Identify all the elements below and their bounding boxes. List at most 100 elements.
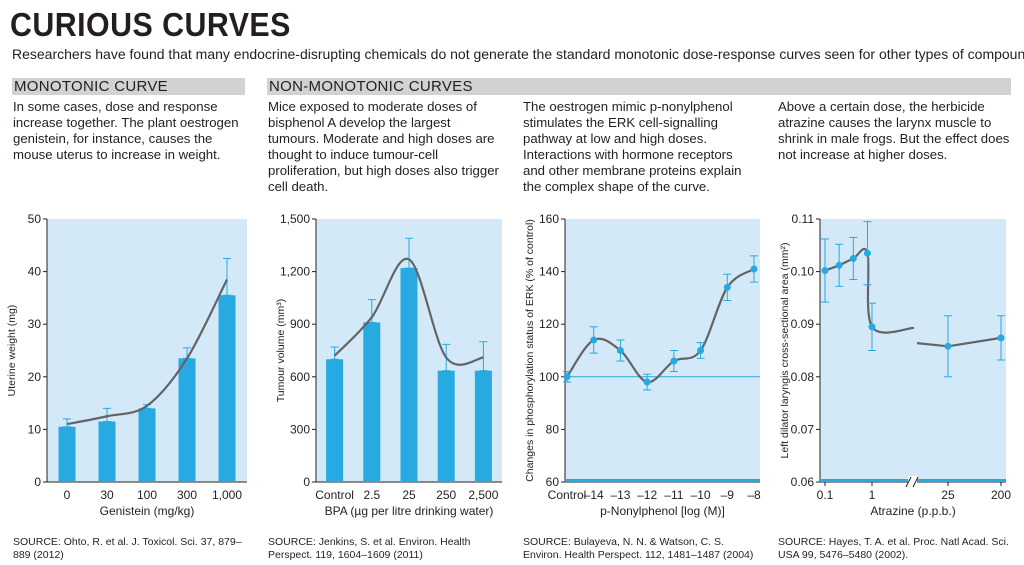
chart-2-y-axis-label: Tumour volume (mm³) [275,299,287,402]
chart-3-x-tick-label: –12 [637,488,657,502]
chart-3-data-point [670,357,678,365]
chart-1-y-tick-label: 20 [28,370,42,384]
chart-3-x-tick-label: –8 [747,488,761,502]
panel-2-source: SOURCE: Jenkins, S. et al. Environ. Heal… [268,536,471,561]
chart-4-x-tick-label: 0.1 [817,488,834,502]
chart-1-bar [218,295,236,482]
chart-1-y-tick-label: 0 [34,475,41,489]
chart-4-x-tick-label: 200 [991,488,1011,502]
chart-3-data-point [723,283,731,291]
chart-2-y-tick-label: 1,500 [280,212,310,226]
section-header-non-monotonic: NON-MONOTONIC CURVES [267,78,1011,95]
chart-4-y-tick-label: 0.08 [791,370,815,384]
chart-2-x-axis-label: BPA (µg per litre drinking water) [325,504,494,518]
chart-3-data-point [697,347,705,354]
chart-2-x-tick-label: 25 [402,488,416,502]
chart-1-trend-curve [66,278,228,426]
chart-4-x-axis-label: Atrazine (p.p.b.) [870,504,955,518]
chart-2-bar [437,370,455,482]
page-subtitle: Researchers have found that many endocri… [12,46,1024,62]
chart-1-y-tick-label: 30 [28,317,42,331]
chart-3-x-axis-label: p-Nonylphenol [log (M)] [600,504,725,518]
chart-4-data-point [944,342,952,350]
chart-2-bar [363,322,381,482]
chart-2-x-tick-label: 250 [436,488,456,502]
chart-1-x-tick-label: 30 [100,488,114,502]
panel-1-description: In some cases, dose and response increas… [13,99,239,162]
chart-4-y-tick-label: 0.10 [791,265,815,279]
page-title: CURIOUS CURVES [10,6,291,43]
chart-1-y-tick-label: 10 [28,422,42,436]
chart-3-y-tick-label: 60 [546,475,560,489]
panel-3-description: The oestrogen mimic p-nonylphenol stimul… [523,99,742,194]
chart-4-y-tick-label: 0.06 [791,475,815,489]
chart-1-x-tick-label: 0 [64,488,71,502]
chart-4-data-point [835,261,843,269]
panel-3-source: SOURCE: Bulayeva, N. N. & Watson, C. S. … [523,536,754,561]
chart-2-y-tick-label: 900 [290,317,310,331]
chart-4-data-point [863,249,871,257]
chart-1-x-tick-label: 100 [137,488,157,502]
panel-4-source: SOURCE: Hayes, T. A. et al. Proc. Natl A… [778,536,1009,561]
chart-4-y-tick-label: 0.09 [791,317,815,331]
chart-1-y-tick-label: 50 [28,212,42,226]
chart-4-axis-break-gap [908,476,917,488]
chart-3-y-tick-label: 160 [539,212,559,226]
chart-2-trend-curve [333,257,484,366]
chart-3-x-tick-label: –11 [664,488,683,502]
chart-1-x-tick-label: 1,000 [212,488,242,502]
chart-4-data-point [849,254,857,262]
chart-3-data-point [590,336,598,344]
chart-1-y-axis-label: Uterine weight (mg) [6,305,18,397]
chart-4-y-axis-label: Left dilator laryngis cross-sectional ar… [779,243,791,459]
chart-4-data-point [868,323,876,331]
chart-3-data-point [750,265,758,273]
chart-4-axis-break-mark [905,476,912,488]
chart-3-data-point [616,347,624,354]
panel-1-source: SOURCE: Ohto, R. et al. J. Toxicol. Sci.… [13,536,242,561]
chart-2-bar [326,359,344,482]
chart-4-y-tick-label: 0.07 [791,422,815,436]
chart-4-plot-area [820,219,1006,482]
chart-3-data-point [563,373,571,381]
chart-4-data-point [821,267,829,275]
chart-3-data-point [643,378,651,386]
chart-3-x-tick-label: Control [548,488,587,502]
panel-2-description: Mice exposed to moderate doses of bisphe… [268,99,499,194]
chart-4-y-tick-label: 0.11 [792,212,815,226]
chart-3-x-tick-label: –14 [584,488,604,502]
chart-3-y-tick-label: 80 [546,422,560,436]
chart-3-x-tick-label: –13 [610,488,630,502]
chart-3-baseline-band [565,479,760,482]
chart-3-y-tick-label: 120 [539,317,559,331]
panel-4-description: Above a certain dose, the herbicide atra… [778,99,1010,162]
chart-3-y-axis-label: Changes in phosphorylation status of ERK… [524,219,536,482]
chart-1-y-tick-label: 40 [28,265,42,279]
chart-1-x-axis-label: Genistein (mg/kg) [100,504,195,518]
chart-2-y-tick-label: 600 [290,370,310,384]
chart-4-x-tick-label: 25 [941,488,955,502]
chart-2-y-tick-label: 1,200 [280,265,310,279]
chart-2-bar [400,268,418,482]
section-header-monotonic: MONOTONIC CURVE [12,78,245,95]
chart-3-x-tick-label: –9 [721,488,735,502]
chart-1-bar [98,421,116,482]
chart-3-y-tick-label: 140 [539,265,559,279]
chart-2-x-tick-label: Control [315,488,354,502]
chart-4-data-point [997,334,1005,342]
chart-4-axis-break-mark [912,476,919,488]
chart-2-bar [474,370,492,482]
chart-1-bar [178,358,196,482]
chart-3-y-tick-label: 100 [539,370,559,384]
chart-1-bar [138,408,156,482]
chart-4-x-tick-label: 1 [869,488,876,502]
chart-1-bar [58,426,76,482]
chart-2-y-tick-label: 0 [303,475,310,489]
chart-3-x-tick-label: –10 [691,488,711,502]
chart-2-y-tick-label: 300 [290,422,310,436]
chart-3-plot-area [565,219,760,482]
chart-2-x-tick-label: 2.5 [363,488,380,502]
chart-2-x-tick-label: 2,500 [468,488,498,502]
chart-1-x-tick-label: 300 [177,488,197,502]
